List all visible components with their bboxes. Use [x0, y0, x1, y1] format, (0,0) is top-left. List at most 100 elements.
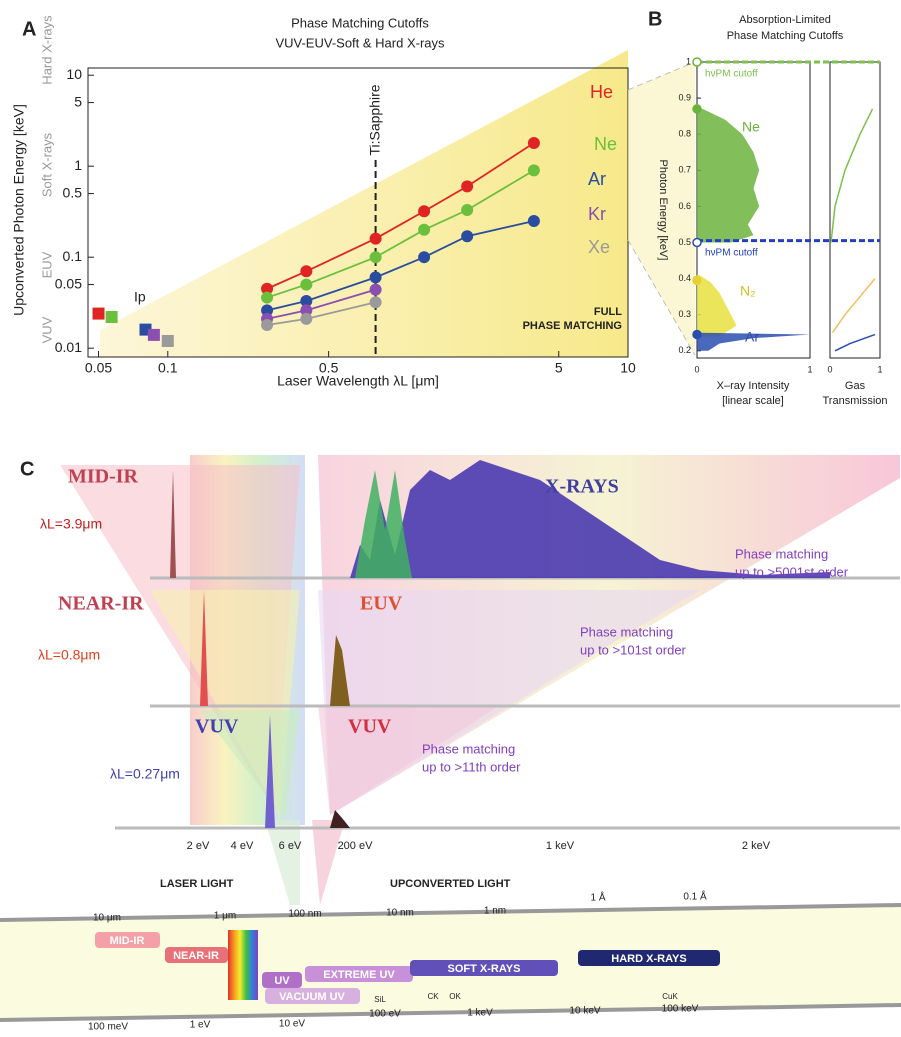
series-label: Kr — [588, 204, 606, 224]
data-point — [527, 136, 540, 149]
laser-name: MID-IR — [68, 466, 139, 488]
data-point — [300, 278, 313, 291]
band — [265, 988, 360, 1004]
band-label: EXTREME UV — [323, 969, 395, 981]
laser-name: VUV — [195, 716, 239, 738]
band — [165, 947, 228, 963]
panel-letter: C — [20, 458, 34, 480]
spectrum-area — [697, 274, 737, 337]
y-tick-label: 0.8 — [678, 129, 691, 139]
series-label: Xe — [588, 237, 610, 257]
data-point — [261, 291, 274, 304]
x-tick-label: 0.5 — [319, 360, 339, 376]
ip-marker — [147, 328, 160, 341]
chart-title: Absorption-Limited — [739, 14, 831, 26]
zoom-region — [628, 62, 695, 355]
energy-label: 2 eV — [187, 840, 210, 852]
y-tick-label: 0.3 — [678, 309, 691, 319]
beam — [312, 820, 345, 905]
laser-peak — [170, 470, 176, 578]
note: Phase matching — [422, 741, 515, 756]
note: PHASE MATCHING — [523, 320, 622, 332]
laser-peak — [200, 590, 208, 706]
data-point — [300, 265, 313, 278]
wavelength-tick: 1 nm — [484, 906, 506, 917]
ip-marker — [161, 334, 174, 347]
band-label: NEAR-IR — [173, 950, 219, 962]
energy-label: 200 eV — [338, 840, 374, 852]
xray-spectrum — [350, 460, 830, 578]
y-tick-label: 0.05 — [55, 275, 82, 291]
note: Phase matching — [735, 546, 828, 561]
y-tick-label: 0.5 — [678, 237, 691, 247]
data-point — [461, 204, 474, 217]
note: up to >5001st order — [735, 564, 849, 579]
band — [410, 960, 558, 976]
edge-label: SiL — [374, 995, 386, 1004]
energy-tick: 10 eV — [279, 1019, 305, 1030]
vuv-spectrum — [330, 810, 350, 828]
series-label: N₂ — [740, 283, 756, 299]
panel-letter: A — [22, 18, 36, 40]
data-point — [369, 251, 382, 264]
x-axis-label: [linear scale] — [722, 395, 784, 407]
band — [262, 972, 302, 988]
wavelength-tick: 1 μm — [214, 911, 236, 922]
data-point — [369, 271, 382, 284]
energy-label: 6 eV — [279, 840, 302, 852]
edge-label: CuK — [662, 992, 678, 1001]
wavelength-tick: 10 nm — [386, 908, 414, 919]
note: up to >11th order — [422, 759, 521, 774]
series-label: Ar — [588, 169, 606, 189]
spectrum-edge — [0, 903, 901, 922]
x-tick-label: 0.05 — [85, 360, 112, 376]
y-tick-label: 0.7 — [678, 165, 691, 175]
region-label: Hard X-rays — [39, 15, 54, 85]
visible-band — [228, 930, 258, 1000]
light-name: X-RAYS — [545, 476, 619, 498]
cutoff-marker — [692, 104, 702, 114]
cutoff-marker — [692, 329, 702, 340]
cutoff-marker — [692, 237, 702, 248]
edge-label: CK — [427, 992, 439, 1001]
axes-frame — [829, 61, 881, 359]
panel-letter: B — [648, 8, 662, 30]
series-label: He — [590, 82, 613, 102]
x-tick-label: 5 — [555, 360, 563, 376]
data-point — [461, 180, 474, 193]
x-tick-label: 10 — [620, 360, 636, 376]
cutoff-label: hνPM cutoff — [705, 247, 758, 258]
x-axis-label: Gas — [845, 380, 866, 392]
cutoff-marker — [692, 275, 702, 286]
ip-marker — [92, 307, 105, 320]
data-point — [261, 304, 274, 317]
data-point — [418, 251, 431, 264]
energy-label: 4 eV — [231, 840, 254, 852]
data-point — [418, 223, 431, 236]
wavelength-tick: 0.1 Å — [683, 890, 707, 903]
band — [578, 950, 720, 966]
note: up to >101st order — [580, 642, 687, 657]
note: FULL — [594, 306, 622, 318]
chart-title: Phase Matching Cutoffs — [291, 15, 429, 30]
wavelength: λL=3.9μm — [40, 516, 102, 532]
region-label: Soft X-rays — [39, 132, 54, 197]
y-tick-label: 0.9 — [678, 92, 691, 102]
y-tick-label: 0.01 — [55, 339, 82, 355]
x-axis-label: Transmission — [823, 395, 888, 407]
band-label: UV — [274, 975, 290, 987]
band — [305, 966, 413, 982]
y-tick-label: 1 — [74, 157, 82, 173]
data-point — [261, 318, 274, 331]
transmission-line — [831, 278, 876, 334]
section-label: LASER LIGHT — [160, 878, 234, 890]
xray-spectrum — [355, 470, 412, 578]
band — [95, 932, 160, 948]
series-line — [266, 220, 535, 312]
y-tick-label: 0.4 — [678, 273, 691, 283]
beam-fan — [318, 705, 500, 815]
y-tick-label: 10 — [66, 66, 82, 82]
cutoff-label: hνPM cutoff — [705, 69, 758, 80]
data-point — [369, 232, 382, 245]
